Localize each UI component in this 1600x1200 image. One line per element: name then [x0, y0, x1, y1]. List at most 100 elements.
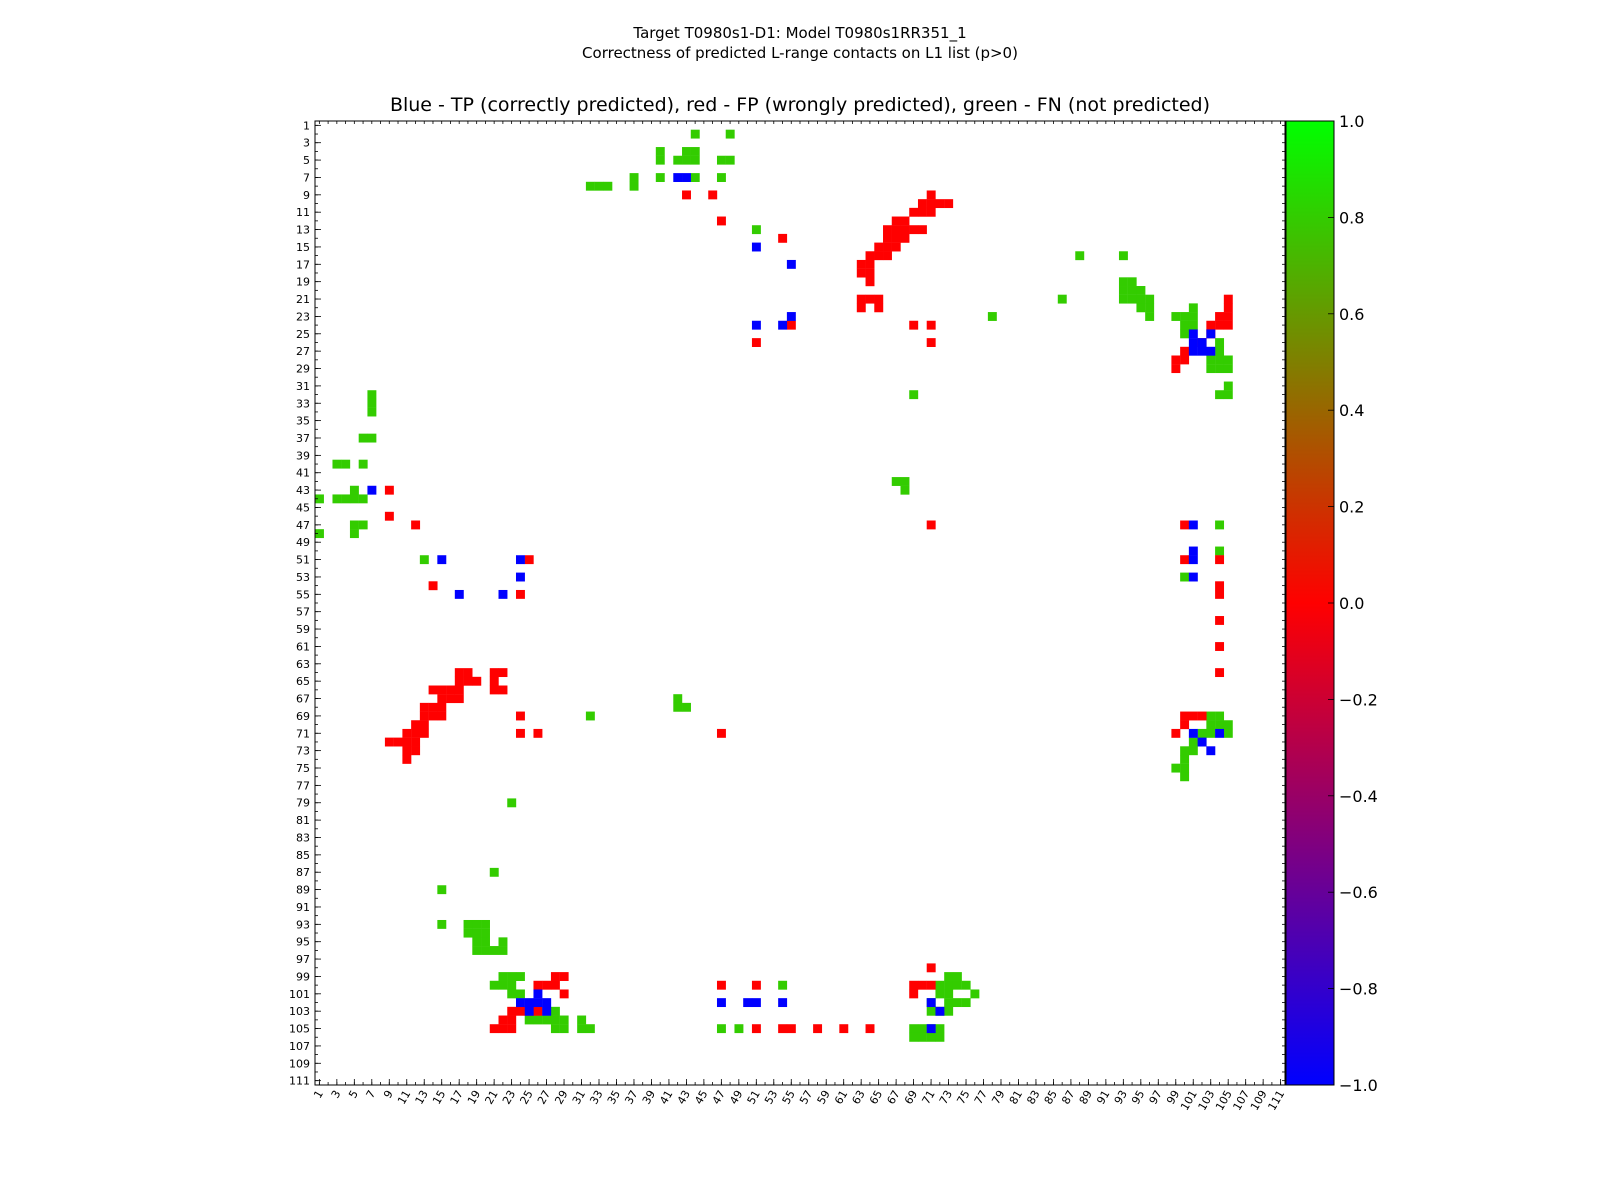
fp-cell — [682, 190, 691, 200]
tp-cell — [926, 998, 936, 1008]
fn-cell — [1223, 355, 1233, 365]
fn-cell — [1206, 364, 1216, 374]
fn-cell — [1127, 294, 1137, 304]
fp-cell — [900, 216, 910, 226]
fn-cell — [1136, 294, 1146, 304]
fp-cell — [891, 225, 901, 235]
fn-cell — [1075, 251, 1085, 261]
y-tick-label: 63 — [296, 658, 310, 671]
tp-cell — [515, 555, 525, 565]
fp-cell — [437, 685, 447, 695]
fn-cell — [917, 1032, 927, 1042]
tp-cell — [786, 312, 796, 321]
y-tick-label: 67 — [296, 693, 310, 706]
fp-cell — [1180, 720, 1190, 730]
fn-cell — [1180, 312, 1190, 321]
fn-cell — [935, 1032, 945, 1042]
fn-cell — [935, 980, 945, 990]
fp-cell — [909, 989, 919, 999]
fp-cell — [402, 754, 412, 764]
fp-cell — [454, 676, 464, 686]
fp-cell — [1171, 728, 1181, 738]
y-tick-label: 1 — [303, 119, 310, 132]
fp-cell — [856, 303, 866, 313]
x-tick-label: 99 — [1164, 1088, 1182, 1107]
x-tick-label: 109 — [1248, 1088, 1270, 1113]
tp-cell — [542, 1006, 552, 1016]
tp-cell — [743, 998, 753, 1008]
fn-cell — [952, 972, 962, 981]
fn-cell — [673, 694, 683, 704]
fn-cell — [716, 155, 726, 165]
fn-cell — [1118, 251, 1128, 261]
fn-cell — [690, 155, 700, 165]
x-tick-label: 17 — [448, 1088, 466, 1107]
x-tick-label: 105 — [1213, 1088, 1235, 1113]
fp-cell — [874, 251, 884, 261]
x-tick-label: 111 — [1265, 1088, 1287, 1113]
fn-cell — [1180, 572, 1190, 582]
fn-cell — [437, 885, 447, 895]
fp-cell — [909, 207, 919, 217]
x-tick-label: 43 — [675, 1088, 693, 1107]
fp-cell — [865, 259, 875, 269]
y-tick-label: 57 — [296, 606, 310, 619]
fp-cell — [437, 702, 447, 712]
fn-cell — [944, 998, 954, 1008]
fn-cell — [944, 980, 954, 990]
y-tick-label: 29 — [296, 363, 310, 376]
fp-cell — [515, 711, 525, 721]
x-tick-label: 11 — [395, 1088, 413, 1107]
tp-cell — [926, 1024, 936, 1034]
fp-cell — [917, 207, 927, 217]
tp-cell — [786, 259, 796, 269]
fp-cell — [428, 581, 438, 591]
y-tick-label: 11 — [296, 206, 310, 219]
tp-cell — [1206, 346, 1216, 356]
fp-cell — [1171, 364, 1181, 374]
fn-cell — [472, 937, 482, 947]
fp-cell — [944, 199, 954, 209]
fn-cell — [349, 485, 359, 495]
fn-cell — [1127, 286, 1137, 295]
y-tick-label: 13 — [296, 224, 310, 237]
fp-cell — [411, 746, 421, 756]
fp-cell — [402, 746, 412, 756]
fp-cell — [559, 989, 569, 999]
fn-cell — [935, 1024, 945, 1034]
fn-cell — [1206, 355, 1216, 365]
fp-cell — [909, 225, 919, 235]
y-tick-label: 27 — [296, 345, 310, 358]
fp-cell — [393, 737, 403, 747]
fn-cell — [550, 1024, 560, 1034]
fn-cell — [725, 129, 735, 139]
x-tick-label: 19 — [465, 1088, 483, 1107]
y-tick-label: 17 — [296, 258, 310, 271]
tp-cell — [515, 572, 525, 582]
fp-cell — [900, 225, 910, 235]
fn-cell — [900, 477, 910, 486]
y-tick-label: 23 — [296, 310, 310, 323]
fn-cell — [891, 477, 901, 486]
x-tick-label: 5 — [346, 1088, 361, 1101]
x-tick-label: 79 — [989, 1088, 1007, 1107]
y-tick-label: 99 — [296, 970, 310, 983]
fp-cell — [1215, 668, 1225, 678]
y-tick-label: 105 — [289, 1023, 310, 1036]
fp-cell — [489, 668, 499, 678]
fn-cell — [690, 129, 700, 139]
colorbar — [1285, 120, 1335, 1086]
x-tick-label: 49 — [727, 1088, 745, 1107]
plot-title: Blue - TP (correctly predicted), red - F… — [389, 94, 1211, 116]
fp-cell — [489, 676, 499, 686]
colorbar-tick-label: −0.6 — [1339, 883, 1378, 902]
x-tick-label: 57 — [797, 1088, 815, 1107]
fn-cell — [935, 989, 945, 999]
fp-cell — [411, 737, 421, 747]
fp-cell — [419, 702, 429, 712]
fn-cell — [1188, 746, 1198, 756]
x-tick-label: 35 — [605, 1088, 623, 1107]
fn-cell — [944, 972, 954, 981]
fp-cell — [533, 728, 543, 738]
x-tick-label: 101 — [1178, 1088, 1200, 1113]
